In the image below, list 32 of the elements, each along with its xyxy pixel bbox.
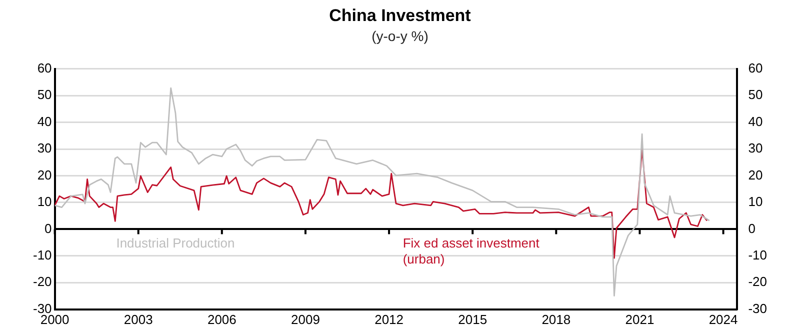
y2-tick-label: 60 <box>748 60 763 76</box>
y-tick-label: 30 <box>37 140 52 156</box>
y-tick-label: 10 <box>37 194 52 210</box>
y2-tick-label: 0 <box>748 220 756 236</box>
y-tick-label: 20 <box>37 167 52 182</box>
y-tick-label: -30 <box>32 300 52 316</box>
y2-tick-label: 40 <box>748 114 763 129</box>
y-tick-label: 0 <box>44 220 52 236</box>
y2-tick-label: 50 <box>748 87 763 102</box>
x-tick-label: 2012 <box>374 312 404 327</box>
y-tick-label: -20 <box>32 274 52 290</box>
y2-tick-label: -30 <box>748 300 768 316</box>
y2-tick-label: 20 <box>748 167 763 182</box>
y-tick-label: 60 <box>37 60 52 76</box>
x-tick-label: 2006 <box>207 312 236 327</box>
series-label: Fix ed asset investment (urban) <box>402 235 540 266</box>
x-tick-label: 2015 <box>458 312 488 327</box>
x-tick-label: 2009 <box>291 312 320 327</box>
chart-subtitle: (y-o-y %) <box>370 28 430 44</box>
x-tick-label: 2003 <box>124 312 153 327</box>
x-tick-label: 2018 <box>542 312 571 327</box>
y-tick-label: 50 <box>37 87 52 102</box>
y-tick-label: 40 <box>37 114 52 129</box>
y2-tick-label: 10 <box>748 194 763 210</box>
text: Industrial Production <box>116 235 235 250</box>
y2-tick-label: -20 <box>748 274 768 290</box>
y2-tick-label: -10 <box>748 248 768 263</box>
x-tick-label: 2021 <box>625 312 654 327</box>
y2-tick-label: 30 <box>748 140 763 156</box>
y-tick-label: -10 <box>32 248 52 263</box>
chart-title: China Investment <box>328 5 472 26</box>
x-tick-label: 2024 <box>708 312 738 327</box>
